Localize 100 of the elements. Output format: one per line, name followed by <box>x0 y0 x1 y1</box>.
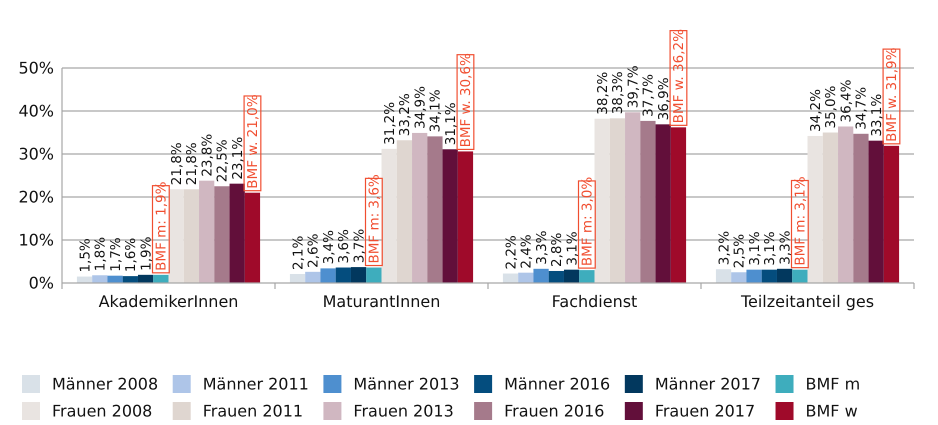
data-label: 33,1% <box>868 94 885 137</box>
data-label: 34,2% <box>808 88 824 132</box>
bar <box>518 272 534 283</box>
data-label: 3,4% <box>320 230 337 264</box>
data-label: 3,6% <box>336 229 352 264</box>
legend-label: BMF w <box>806 402 858 421</box>
bar <box>868 140 884 283</box>
data-label: 36,4% <box>838 79 854 122</box>
bar <box>168 189 184 283</box>
bar <box>746 270 762 283</box>
bar <box>579 270 594 283</box>
data-label: 2,6% <box>306 233 322 268</box>
data-label: 3,1% <box>762 231 778 266</box>
bar <box>153 274 168 283</box>
data-label: 1,8% <box>92 236 109 272</box>
data-label: 21,8% <box>168 142 185 186</box>
bar <box>716 269 732 283</box>
bar <box>808 136 823 283</box>
y-tick-label: 40% <box>18 102 54 121</box>
bar <box>442 149 458 283</box>
bar <box>776 268 792 283</box>
bar <box>548 270 564 283</box>
bar <box>762 270 777 283</box>
x-tick-label: Teilzeitanteil ges <box>740 292 874 311</box>
bar <box>76 276 92 283</box>
legend-label: Frauen 2016 <box>504 402 604 421</box>
bar <box>640 120 656 283</box>
data-label: BMF m: 3,6% <box>366 174 383 264</box>
data-label: 1,7% <box>108 237 124 272</box>
bar <box>199 180 214 283</box>
bar <box>92 275 108 283</box>
bar <box>382 148 397 283</box>
data-label: 3,1% <box>564 231 580 266</box>
data-label: 22,5% <box>214 139 231 182</box>
data-label: 2,5% <box>732 234 748 268</box>
bar <box>244 192 260 283</box>
legend-label: Männer 2008 <box>52 374 158 394</box>
data-label: 1,9% <box>138 236 154 271</box>
data-label: 23,8% <box>199 134 216 177</box>
legend-label: Frauen 2008 <box>52 402 152 421</box>
data-label: BMF w. 31,9% <box>884 47 900 142</box>
data-label: 2,4% <box>518 234 535 269</box>
legend-label: Frauen 2017 <box>654 402 756 421</box>
bar <box>610 118 626 283</box>
data-label: 34,7% <box>854 86 870 130</box>
data-label: 1,6% <box>123 238 140 272</box>
data-label: 1,5% <box>77 238 94 273</box>
bar <box>290 274 306 283</box>
bar <box>122 276 138 283</box>
bar <box>396 140 412 283</box>
bar <box>656 124 671 283</box>
bar <box>594 118 610 283</box>
y-tick-label: 30% <box>18 144 54 164</box>
data-label: 2,1% <box>290 236 306 270</box>
bar <box>350 267 366 283</box>
data-label: 3,7% <box>351 228 368 264</box>
data-label: 23,1% <box>230 136 246 180</box>
data-label: 34,9% <box>412 86 428 129</box>
bar <box>838 126 854 283</box>
bar <box>230 184 245 283</box>
data-label: 3,3% <box>534 230 550 265</box>
y-tick-label: 0% <box>28 274 54 293</box>
data-label: 3,3% <box>777 230 794 265</box>
data-label: 35,0% <box>823 85 840 128</box>
data-label: BMF w. 21,0% <box>245 94 262 189</box>
bar <box>366 268 382 283</box>
bar <box>822 132 838 283</box>
data-label: 37,7% <box>640 74 657 117</box>
bar <box>107 276 123 283</box>
x-tick-label: MaturantInnen <box>322 292 440 311</box>
bar <box>625 112 640 283</box>
bar <box>884 146 900 283</box>
data-label: 31,2% <box>382 102 398 145</box>
bar <box>670 127 686 283</box>
data-label: 21,8% <box>184 142 200 186</box>
data-label: BMF w. 36,2% <box>671 28 688 124</box>
bar <box>731 272 746 283</box>
bar <box>214 186 230 283</box>
legend-label: Frauen 2011 <box>202 402 304 421</box>
bar <box>320 268 336 283</box>
x-tick-label: Fachdienst <box>552 292 638 311</box>
bar <box>336 268 351 283</box>
bar <box>305 272 320 283</box>
data-label: 38,3% <box>610 71 626 114</box>
bar <box>138 274 154 283</box>
data-label: 39,7% <box>625 65 642 108</box>
bar <box>533 268 549 283</box>
bar <box>184 189 200 283</box>
bar <box>853 134 869 283</box>
data-label: 31,1% <box>442 102 459 146</box>
data-label: 3,1% <box>746 231 763 266</box>
legend-label: Männer 2013 <box>353 374 460 394</box>
data-label: BMF m: 1,9% <box>154 181 170 271</box>
data-label: 2,8% <box>549 232 566 267</box>
y-tick-label: 50% <box>18 58 54 78</box>
legend-label: Frauen 2013 <box>353 402 454 421</box>
bar <box>458 151 474 283</box>
data-label: 36,9% <box>656 77 672 120</box>
legend-label: Männer 2016 <box>504 374 610 394</box>
bar <box>564 270 580 283</box>
